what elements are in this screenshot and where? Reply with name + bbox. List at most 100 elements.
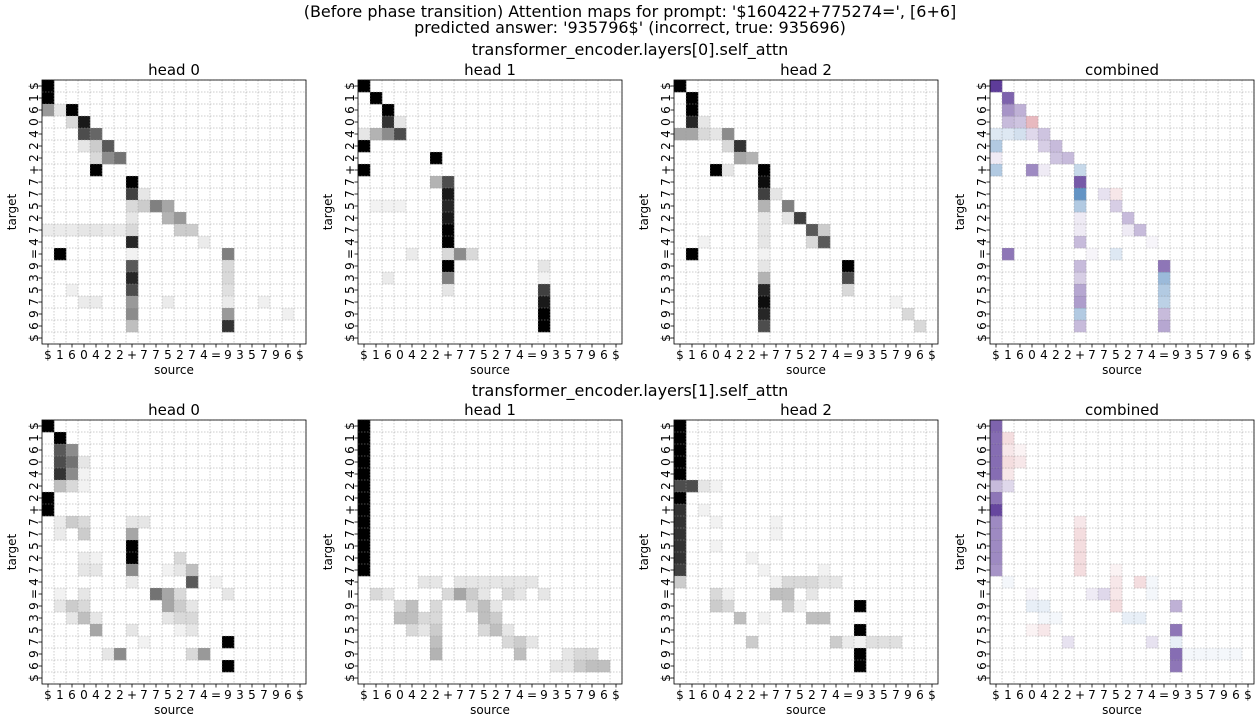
x-tick-label: + — [759, 688, 769, 702]
heatmap-cell — [990, 432, 1003, 445]
x-tick-label: 7 — [1088, 348, 1096, 362]
heatmap-cell — [990, 552, 1003, 565]
heatmap-cell — [758, 200, 771, 213]
y-tick-label: 2 — [27, 554, 41, 562]
y-tick-label: 3 — [343, 614, 357, 622]
y-tick-label: 4 — [343, 130, 357, 138]
heatmap-cell — [382, 128, 395, 141]
y-tick-label: 9 — [975, 310, 989, 318]
x-tick-label: = — [527, 348, 537, 362]
y-tick-label: 7 — [343, 190, 357, 198]
y-tick-label: 2 — [343, 482, 357, 490]
heatmap-cell — [1158, 320, 1171, 333]
heatmap-cell — [1074, 516, 1087, 529]
x-tick-label: 7 — [1088, 688, 1096, 702]
heatmap-cell — [758, 164, 771, 177]
y-tick-label: 5 — [659, 286, 673, 294]
heatmap-cell — [1074, 224, 1087, 237]
heatmap-cell — [770, 188, 783, 201]
panel-l1-head-2: head 2$$116600442222++777755227744==9933… — [637, 401, 939, 717]
heatmap-cell — [1014, 444, 1027, 457]
heatmap-cell — [126, 624, 139, 637]
y-tick-label: = — [27, 589, 41, 599]
heatmap-cell — [674, 480, 687, 493]
y-tick-label: 7 — [27, 518, 41, 526]
heatmap-cell — [1230, 648, 1243, 661]
heatmap-cell — [806, 588, 819, 601]
heatmap-cell — [90, 612, 103, 625]
x-tick-label: 9 — [856, 348, 864, 362]
heatmap-cell — [358, 468, 371, 481]
y-tick-label: 4 — [27, 578, 41, 586]
heatmap-cell — [1002, 468, 1015, 481]
heatmap-cell — [418, 612, 431, 625]
heatmap-cell — [126, 528, 139, 541]
heatmap-cell — [54, 224, 67, 237]
heatmap-cell — [830, 576, 843, 589]
y-tick-label: 7 — [659, 178, 673, 186]
heatmap-cell — [1086, 588, 1099, 601]
x-tick-label: 5 — [564, 348, 572, 362]
x-tick-label: $ — [676, 348, 684, 362]
y-tick-label: 4 — [27, 238, 41, 246]
heatmap-cell — [114, 224, 127, 237]
x-tick-label: 5 — [564, 688, 572, 702]
x-tick-label: 3 — [1184, 348, 1192, 362]
heatmap-cell — [842, 260, 855, 273]
heatmap-cell — [1158, 260, 1171, 273]
heatmap-cell — [598, 660, 611, 673]
heatmap-cell — [54, 528, 67, 541]
heatmap-cell — [1182, 648, 1195, 661]
panel-grid: head 0$$116600442222++777755227744==9933… — [5, 61, 1255, 717]
heatmap-cell — [746, 636, 759, 649]
heatmap-cell — [430, 576, 443, 589]
x-tick-label: 5 — [796, 348, 804, 362]
heatmap-cell — [830, 636, 843, 649]
heatmap-frame — [41, 79, 307, 345]
heatmap-cell — [1038, 624, 1051, 637]
heatmap-cell — [758, 564, 771, 577]
heatmap-cell — [442, 200, 455, 213]
heatmap-cell — [514, 588, 527, 601]
x-tick-label: 9 — [856, 688, 864, 702]
heatmap-cell — [186, 564, 199, 577]
x-tick-label: 7 — [152, 348, 160, 362]
x-tick-label: $ — [676, 688, 684, 702]
y-tick-label: 6 — [975, 446, 989, 454]
heatmap-cell — [78, 468, 91, 481]
heatmap-cell — [1050, 140, 1063, 153]
y-tick-label: 6 — [975, 662, 989, 670]
heatmap-cell — [990, 456, 1003, 469]
heatmap-cell — [686, 480, 699, 493]
x-tick-label: $ — [44, 688, 52, 702]
x-tick-label: 2 — [116, 688, 124, 702]
x-tick-label: 4 — [200, 688, 208, 702]
y-tick-label: 0 — [975, 458, 989, 466]
heatmap-cell — [222, 588, 235, 601]
heatmap-cell — [1074, 564, 1087, 577]
heatmap-cell — [1026, 116, 1039, 129]
y-tick-label: 7 — [659, 190, 673, 198]
heatmap-cell — [54, 600, 67, 613]
heatmap-cell — [126, 320, 139, 333]
y-axis-label: target — [953, 533, 967, 570]
heatmap-cell — [370, 92, 383, 105]
x-tick-label: 5 — [480, 348, 488, 362]
x-tick-label: 2 — [1124, 348, 1132, 362]
x-tick-label: 4 — [1148, 348, 1156, 362]
y-tick-label: 6 — [659, 322, 673, 330]
y-tick-label: 5 — [27, 542, 41, 550]
x-tick-label: 7 — [1208, 348, 1216, 362]
heatmap-cell — [1122, 612, 1135, 625]
heatmap-cell — [514, 576, 527, 589]
heatmap-cell — [442, 188, 455, 201]
y-tick-label: 2 — [659, 554, 673, 562]
heatmap-cell — [758, 188, 771, 201]
x-tick-label: 2 — [1064, 348, 1072, 362]
heatmap-cell — [586, 660, 599, 673]
heatmap-cell — [138, 200, 151, 213]
heatmap-cell — [758, 284, 771, 297]
heatmap-cell — [466, 576, 479, 589]
y-tick-label: 4 — [27, 470, 41, 478]
heatmap-cell — [222, 660, 235, 673]
